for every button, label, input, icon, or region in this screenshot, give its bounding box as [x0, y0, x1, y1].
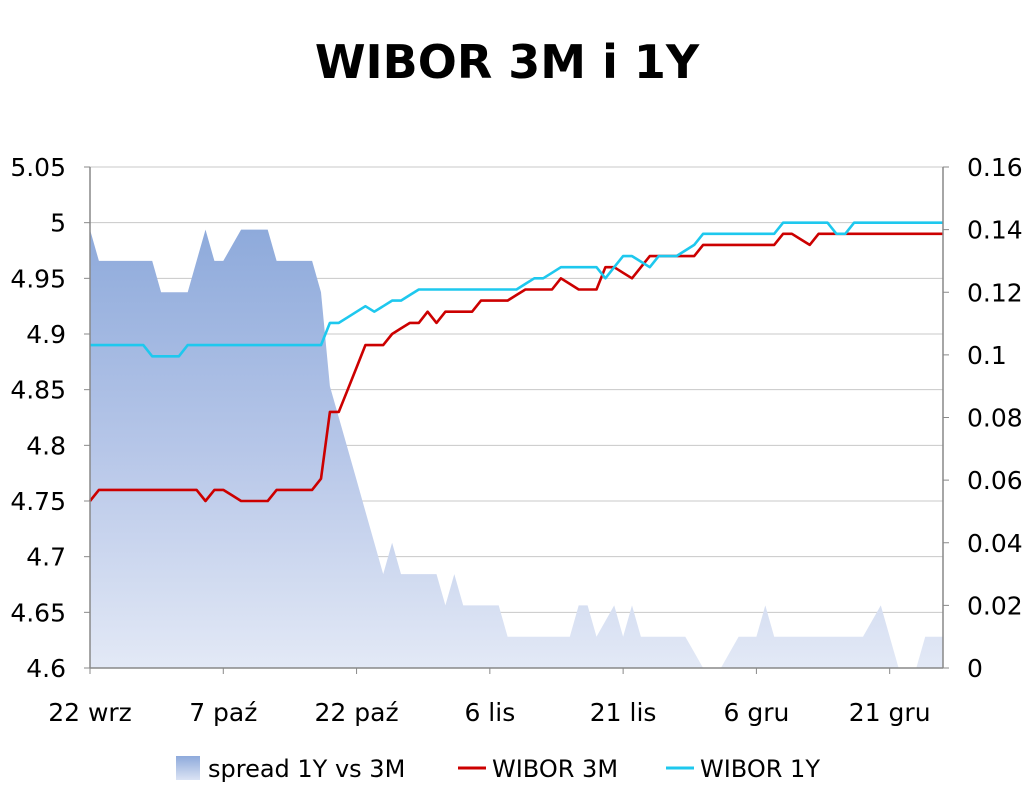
axes	[84, 166, 949, 674]
legend-label-wibor-1y: WIBOR 1Y	[700, 755, 820, 783]
legend: spread 1Y vs 3M WIBOR 3M WIBOR 1Y	[176, 755, 820, 783]
plot-area-series	[90, 229, 943, 668]
x-tick-label: 6 lis	[464, 698, 515, 727]
right-tick-label: 0.12	[967, 278, 1023, 307]
left-tick-label: 4.75	[10, 487, 66, 516]
left-tick-label: 4.6	[26, 654, 66, 683]
chart-title: WIBOR 3M i 1Y	[315, 35, 700, 89]
x-tick-label: 22 wrz	[48, 698, 132, 727]
right-tick-label: 0.1	[967, 341, 1007, 370]
plot-line-series	[88, 221, 943, 503]
series-line-wibor-3m	[88, 232, 943, 503]
right-tick-label: 0.04	[967, 529, 1023, 558]
left-tick-label: 4.85	[10, 376, 66, 405]
left-tick-label: 4.7	[26, 543, 66, 572]
x-tick-label: 22 paź	[315, 698, 399, 727]
legend-label-wibor-3m: WIBOR 3M	[492, 755, 618, 783]
left-tick-label: 4.95	[10, 264, 66, 293]
tick-labels: 5.05 5 4.95 4.9 4.85 4.8 4.75 4.7 4.65 4.6 0.16 0.1…	[10, 153, 1022, 727]
right-tick-label: 0	[967, 654, 983, 683]
left-tick-label: 4.8	[26, 431, 66, 460]
left-tick-label: 4.65	[10, 598, 66, 627]
x-tick-label: 21 lis	[590, 698, 657, 727]
left-tick-label: 4.9	[26, 320, 66, 349]
right-tick-label: 0.16	[967, 153, 1023, 182]
right-tick-label: 0.08	[967, 404, 1023, 433]
series-area-spread	[90, 229, 943, 668]
left-tick-label: 5	[50, 209, 66, 238]
series-line-wibor-1y	[90, 221, 943, 358]
legend-swatch-spread	[176, 756, 200, 780]
left-tick-label: 5.05	[10, 153, 66, 182]
legend-label-spread: spread 1Y vs 3M	[208, 755, 405, 783]
right-tick-label: 0.02	[967, 591, 1023, 620]
x-tick-label: 21 gru	[849, 698, 931, 727]
x-tick-label: 6 gru	[723, 698, 789, 727]
right-tick-label: 0.14	[967, 216, 1023, 245]
right-tick-label: 0.06	[967, 466, 1023, 495]
x-tick-label: 7 paź	[189, 698, 257, 727]
